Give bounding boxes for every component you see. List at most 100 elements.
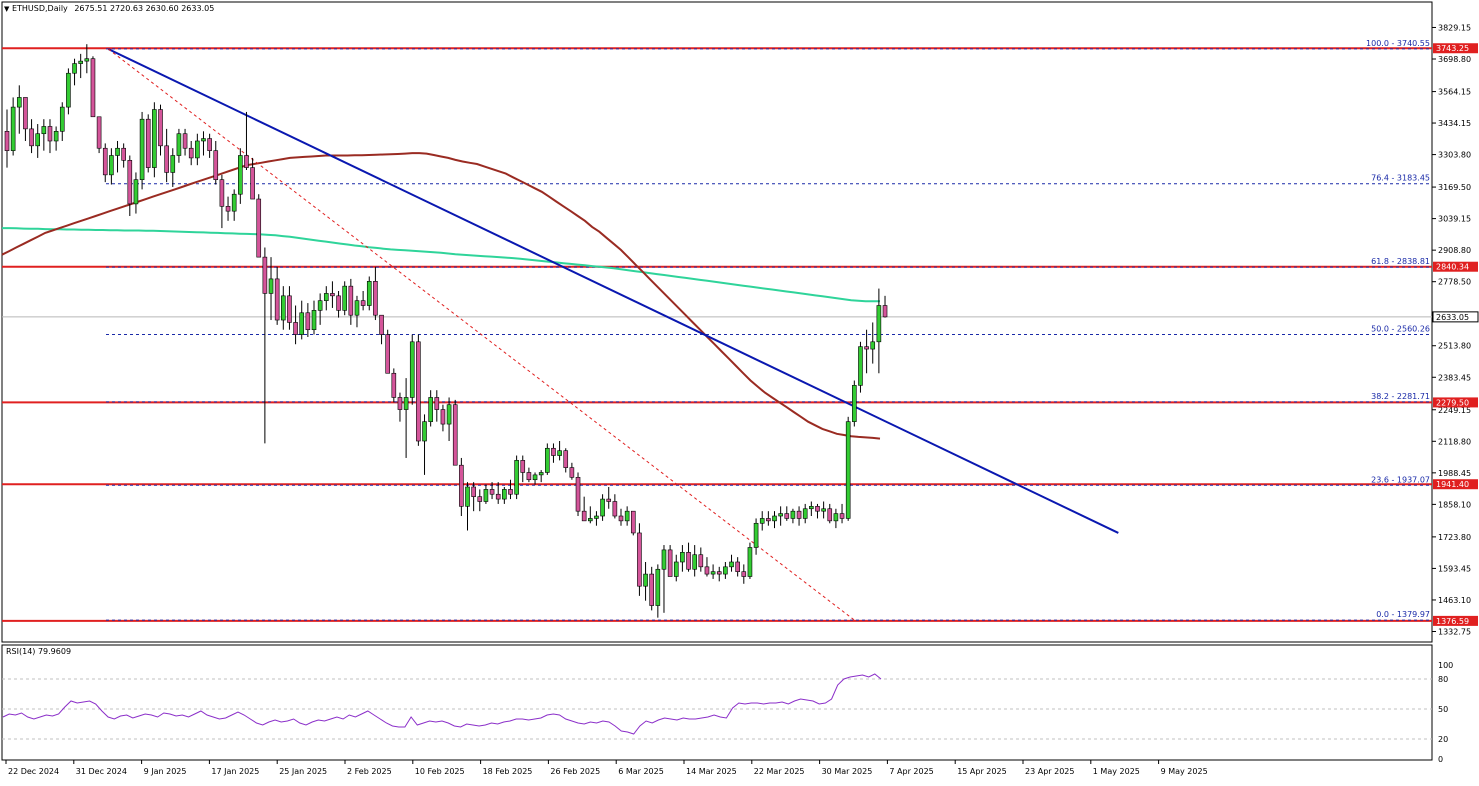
x-tick-label: 1 May 2025 xyxy=(1093,767,1140,776)
candle-body xyxy=(667,549,673,577)
candle-body xyxy=(434,397,440,410)
fib-level-label: 76.4 - 3183.45 xyxy=(1371,174,1430,183)
candle-body xyxy=(624,510,630,522)
candle xyxy=(502,486,507,504)
candle-body xyxy=(366,281,372,306)
candle xyxy=(336,290,341,318)
candle-body xyxy=(354,300,360,316)
candle-body xyxy=(66,72,71,108)
level-price-tag xyxy=(1433,615,1478,626)
x-tick-label: 6 Mar 2025 xyxy=(618,767,664,776)
candle xyxy=(833,508,839,529)
candle xyxy=(882,295,888,318)
candle-body xyxy=(35,133,41,147)
candle xyxy=(330,281,335,308)
downtrend-line[interactable] xyxy=(107,48,1119,534)
y-tick-label: 3169.50 xyxy=(1438,183,1471,192)
candle-body xyxy=(133,179,139,205)
candle-body xyxy=(72,63,77,74)
candle xyxy=(575,472,581,517)
candle-body xyxy=(680,552,685,563)
level-price-tag xyxy=(1433,43,1478,54)
rsi-tick-label: 0 xyxy=(1438,755,1443,764)
candle xyxy=(41,119,47,151)
candle xyxy=(201,131,206,156)
candle-body xyxy=(213,150,219,180)
candle-body xyxy=(495,493,501,500)
candle xyxy=(723,561,728,579)
candle-body xyxy=(323,293,329,301)
candle xyxy=(459,457,464,517)
candle xyxy=(311,300,317,335)
candle xyxy=(348,278,354,325)
candle xyxy=(594,511,599,526)
candle-body xyxy=(753,522,759,548)
candle xyxy=(686,542,691,572)
level-price-text: 1941.40 xyxy=(1436,480,1469,489)
candle-body xyxy=(422,421,427,442)
candle xyxy=(354,295,360,328)
candle-body xyxy=(96,116,102,149)
candle-body xyxy=(600,498,605,517)
candle-body xyxy=(90,58,96,118)
candle-body xyxy=(121,147,126,161)
ma-green-line xyxy=(2,227,880,303)
x-tick-label: 30 Mar 2025 xyxy=(822,767,873,776)
candle xyxy=(158,104,163,156)
candle xyxy=(231,189,237,221)
candle-body xyxy=(274,278,280,321)
candle xyxy=(716,566,722,582)
candle xyxy=(526,467,532,483)
candle-body xyxy=(188,147,194,159)
header-arrow-icon[interactable]: ▼ xyxy=(4,5,10,13)
chart-header: ▼ ETHUSD,Daily 2675.51 2720.63 2630.60 2… xyxy=(4,4,214,13)
candle xyxy=(176,128,182,163)
candle xyxy=(489,482,495,500)
candle-body xyxy=(772,515,777,522)
candle xyxy=(391,368,397,403)
candle-body xyxy=(238,155,243,195)
candle-body xyxy=(858,346,863,386)
symbol-label: ETHUSD,Daily xyxy=(11,4,68,13)
candle xyxy=(563,448,569,473)
candle xyxy=(360,290,366,311)
current-price-tag xyxy=(1432,311,1479,323)
candle-body xyxy=(152,109,157,168)
candle xyxy=(612,494,618,519)
candle xyxy=(483,484,489,504)
candle xyxy=(809,501,814,517)
ohlc-values: 2675.51 2720.63 2630.60 2633.05 xyxy=(74,4,215,13)
candle xyxy=(870,322,876,364)
candle-body xyxy=(526,472,532,481)
candle-body xyxy=(29,128,34,147)
candle-body xyxy=(59,106,65,132)
candle-body xyxy=(379,314,384,335)
x-tick-label: 9 May 2025 xyxy=(1161,767,1208,776)
candle-body xyxy=(459,464,464,507)
candle xyxy=(538,470,544,483)
candle-body xyxy=(336,295,341,311)
rsi-tick-label: 50 xyxy=(1438,705,1448,714)
candle-body xyxy=(299,312,305,335)
y-tick-label: 3829.15 xyxy=(1438,23,1471,32)
x-tick-label: 14 Mar 2025 xyxy=(686,767,737,776)
candle-body xyxy=(606,498,612,502)
candle xyxy=(876,288,882,374)
x-tick-label: 15 Apr 2025 xyxy=(957,767,1006,776)
y-tick-label: 2249.15 xyxy=(1438,406,1471,415)
fib-level-label: 61.8 - 2838.81 xyxy=(1371,257,1430,266)
candle-body xyxy=(545,447,550,473)
level-price-tag xyxy=(1433,397,1478,408)
candle xyxy=(753,518,759,555)
fib-level-label: 100.0 - 3740.55 xyxy=(1366,39,1430,48)
candle xyxy=(680,545,685,572)
candle-body xyxy=(532,474,538,481)
candle-body xyxy=(557,450,562,456)
candle-body xyxy=(704,566,710,575)
candle xyxy=(624,506,630,526)
candle xyxy=(188,140,194,166)
candle-body xyxy=(575,477,581,512)
